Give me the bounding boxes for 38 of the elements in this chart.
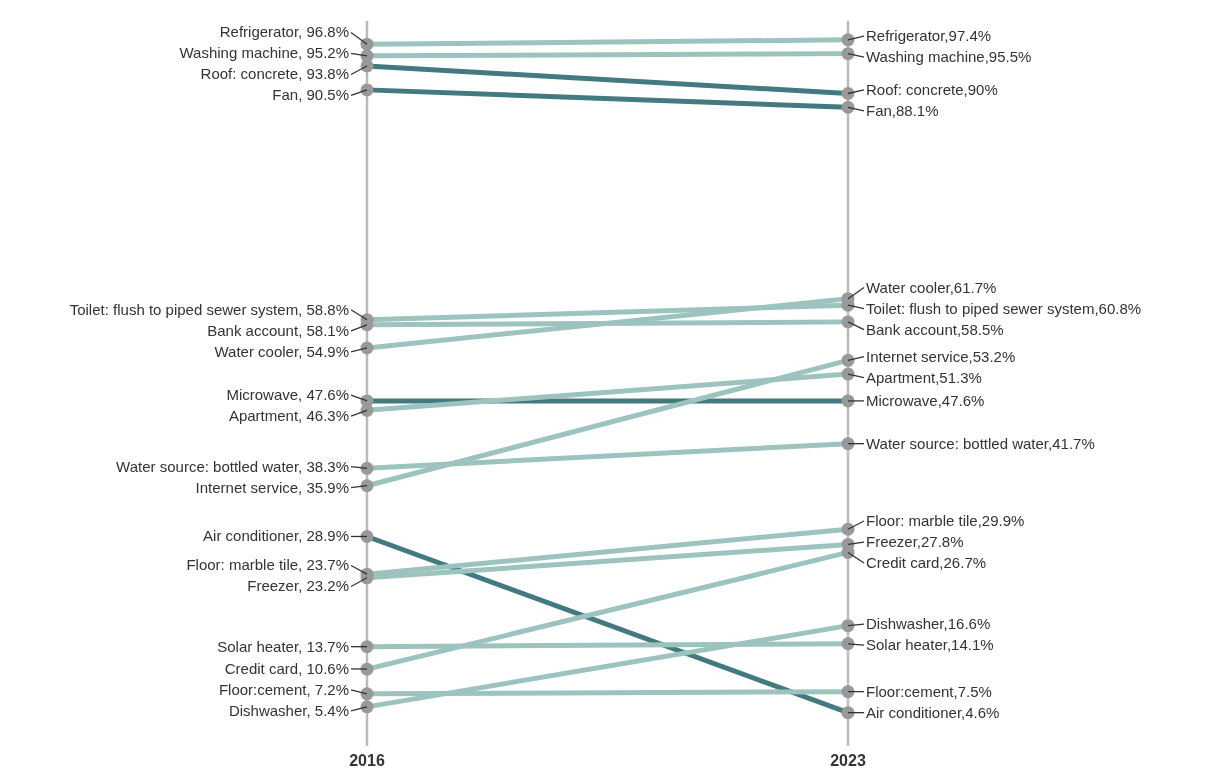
x-tick-label: 2016 bbox=[349, 752, 385, 768]
data-label: Solar heater, 13.7% bbox=[217, 637, 349, 655]
data-label: Internet service,53.2% bbox=[866, 347, 1016, 365]
data-label: Internet service, 35.9% bbox=[195, 478, 349, 496]
data-label: Air conditioner, 28.9% bbox=[203, 527, 349, 545]
data-label: Roof: concrete, 93.8% bbox=[200, 65, 349, 83]
data-label: Floor:cement, 7.2% bbox=[218, 680, 349, 698]
data-label: Fan,88.1% bbox=[866, 101, 939, 119]
data-label: Water cooler, 54.9% bbox=[214, 342, 349, 360]
data-label: Bank account,58.5% bbox=[866, 320, 1004, 338]
data-label: Floor:cement,7.5% bbox=[866, 682, 992, 700]
data-label: Bank account, 58.1% bbox=[207, 321, 349, 339]
data-label: Washing machine, 95.2% bbox=[179, 44, 349, 62]
data-label: Floor: marble tile, 23.7% bbox=[186, 556, 349, 574]
data-label: Washing machine,95.5% bbox=[866, 48, 1032, 66]
data-label: Floor: marble tile,29.9% bbox=[866, 512, 1025, 530]
data-label: Roof: concrete,90% bbox=[866, 80, 998, 98]
x-tick-label: 2023 bbox=[830, 752, 866, 768]
data-label: Dishwasher,16.6% bbox=[866, 615, 991, 633]
data-label: Air conditioner,4.6% bbox=[866, 703, 1000, 721]
data-label: Refrigerator,97.4% bbox=[866, 27, 992, 45]
data-label: Water source: bottled water, 38.3% bbox=[116, 457, 349, 475]
data-label: Apartment, 46.3% bbox=[228, 407, 349, 425]
data-label: Microwave,47.6% bbox=[866, 391, 985, 409]
data-label: Dishwasher, 5.4% bbox=[228, 701, 349, 719]
data-label: Credit card, 10.6% bbox=[224, 659, 349, 677]
data-label: Fan, 90.5% bbox=[272, 86, 349, 104]
data-label: Toilet: flush to piped sewer system, 58.8% bbox=[69, 300, 349, 318]
data-label: Apartment,51.3% bbox=[866, 368, 982, 386]
data-label: Refrigerator, 96.8% bbox=[219, 23, 349, 41]
data-label: Freezer, 23.2% bbox=[247, 577, 349, 595]
data-label: Water source: bottled water,41.7% bbox=[866, 434, 1095, 452]
data-label: Toilet: flush to piped sewer system,60.8% bbox=[866, 299, 1142, 317]
data-label: Freezer,27.8% bbox=[866, 533, 964, 551]
data-label: Solar heater,14.1% bbox=[866, 636, 994, 654]
data-label: Credit card,26.7% bbox=[866, 554, 987, 572]
data-label: Microwave, 47.6% bbox=[226, 386, 349, 404]
data-label: Water cooler,61.7% bbox=[866, 278, 997, 296]
